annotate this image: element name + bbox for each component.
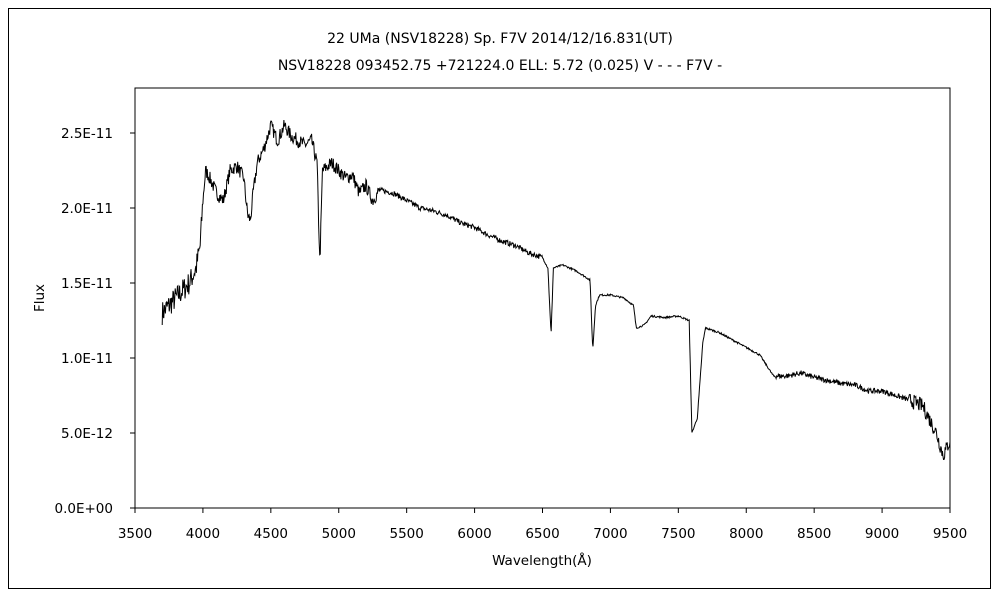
chart-frame xyxy=(8,8,991,589)
x-tick-label: 8000 xyxy=(729,526,763,542)
x-tick-label: 5000 xyxy=(322,526,356,542)
x-tick-label: 3500 xyxy=(118,526,152,542)
x-tick-label: 9500 xyxy=(933,526,967,542)
x-tick-label: 7500 xyxy=(661,526,695,542)
x-axis-label: Wavelength(Å) xyxy=(492,552,592,569)
chart-subtitle: NSV18228 093452.75 +721224.0 ELL: 5.72 (… xyxy=(277,58,723,74)
chart-title: 22 UMa (NSV18228) Sp. F7V 2014/12/16.831… xyxy=(327,31,673,47)
y-tick-label: 2.5E-11 xyxy=(61,126,113,142)
x-tick-label: 6000 xyxy=(457,526,491,542)
x-tick-label: 7000 xyxy=(593,526,627,542)
y-tick-label: 2.0E-11 xyxy=(61,201,113,217)
x-tick-label: 4000 xyxy=(186,526,220,542)
plot-area xyxy=(134,87,951,509)
x-tick-label: 4500 xyxy=(254,526,288,542)
y-tick-label: 1.5E-11 xyxy=(61,276,113,292)
y-tick-label: 1.0E-11 xyxy=(61,351,113,367)
spectrum-line xyxy=(161,119,951,460)
x-tick-label: 5500 xyxy=(389,526,423,542)
x-tick-label: 8500 xyxy=(797,526,831,542)
y-tick-label: 0.0E+00 xyxy=(55,501,114,517)
x-tick-label: 6500 xyxy=(525,526,559,542)
x-tick-label: 9000 xyxy=(865,526,899,542)
y-axis-label: Flux xyxy=(32,284,48,312)
y-tick-label: 5.0E-12 xyxy=(61,426,113,442)
